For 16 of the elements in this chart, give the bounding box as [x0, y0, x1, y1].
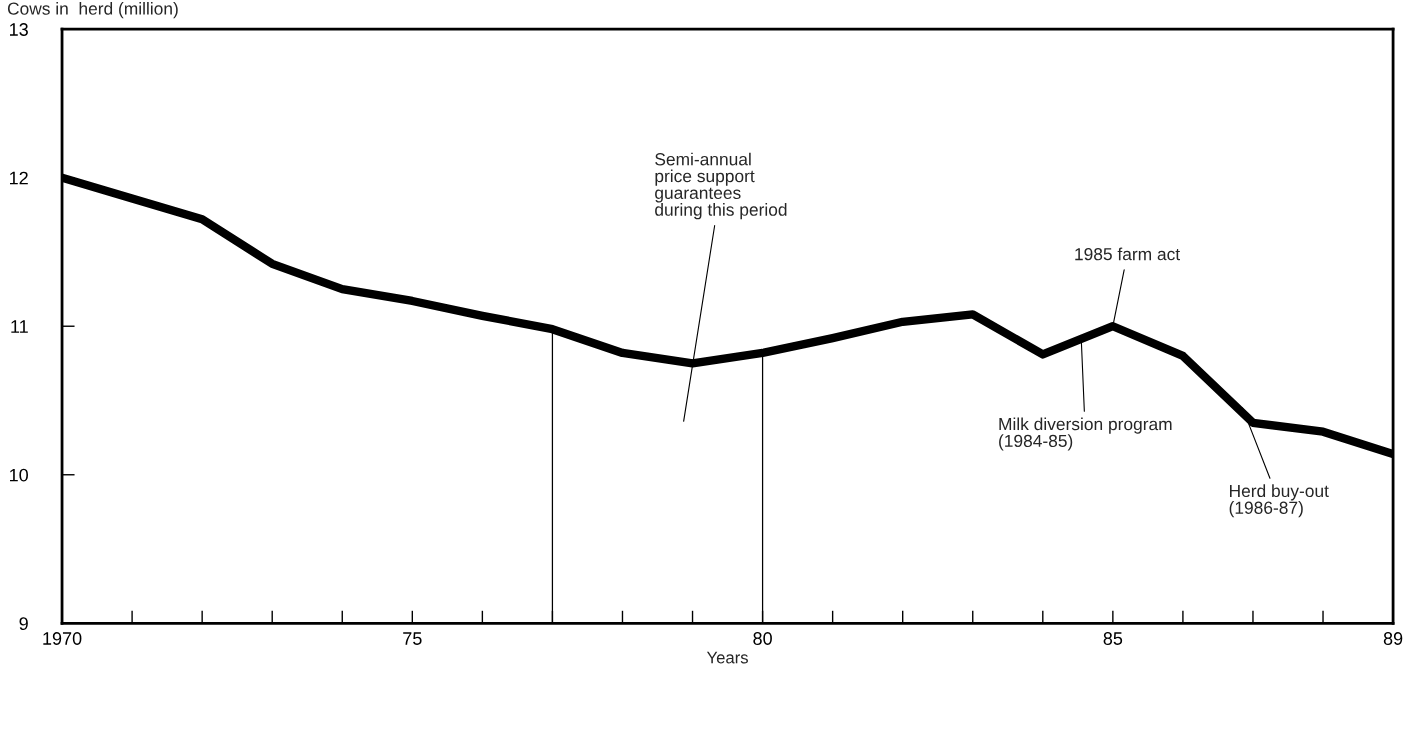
y-tick-label: 10	[10, 468, 28, 482]
x-tick-label: 85	[1103, 632, 1123, 645]
y-tick-label: 13	[10, 23, 28, 36]
x-tick-label: 89	[1383, 632, 1403, 645]
y-tick-label: 11	[11, 320, 28, 333]
annotation: 1985 farm act	[1075, 247, 1180, 261]
y-axis-title: Cows in herd (million)	[7, 2, 178, 19]
x-tick-label: 75	[403, 632, 422, 645]
annotation: Herd buy-out (1986-87)	[1229, 484, 1329, 518]
y-tick-label: 9	[19, 617, 28, 631]
x-tick-label: 80	[753, 632, 772, 645]
annotation: Milk diversion program (1984-85)	[999, 417, 1172, 451]
x-axis-title: Years	[706, 651, 748, 664]
x-tick-label: 1970	[43, 632, 82, 645]
annotation: Semi-annual price support guarantees during this period	[655, 152, 787, 220]
y-tick-label: 12	[10, 171, 28, 185]
